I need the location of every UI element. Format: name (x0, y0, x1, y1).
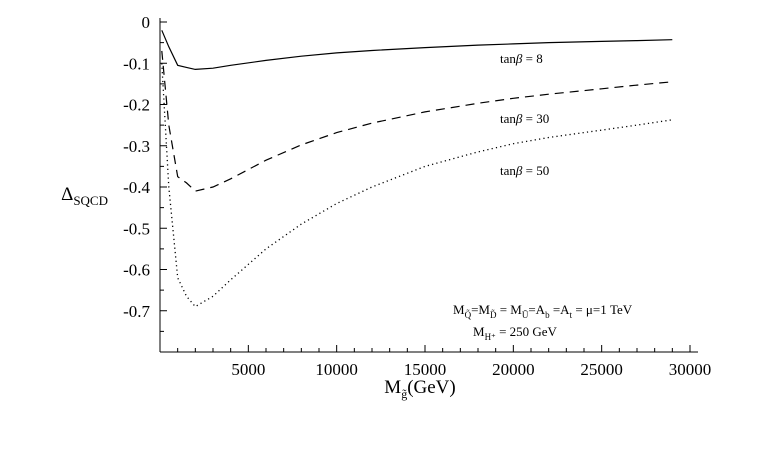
series-label: tanβ = 50 (500, 163, 549, 178)
ann-masses: MQ̃=MD̃ = MŨ=Ab =At = μ=1 TeV (453, 302, 633, 320)
x-tick-label: 5000 (231, 360, 265, 379)
x-tick-label: 10000 (315, 360, 358, 379)
series-labels: tanβ = 8 tanβ = 30 tanβ = 50 (500, 51, 549, 178)
y-tick-label: -0.1 (123, 54, 150, 73)
x-axis-ticks: 5000 10000 15000 20000 25000 30000 (177, 345, 712, 379)
y-tick-label: 0 (142, 13, 151, 32)
x-axis-label-sub: g̃ (401, 387, 407, 401)
x-tick-label: 20000 (492, 360, 535, 379)
y-tick-label: -0.3 (123, 137, 150, 156)
y-axis-label-main: Δ (61, 184, 73, 205)
series-group (161, 30, 673, 308)
series-line-dotted (161, 63, 673, 308)
series-line-dashed (161, 50, 673, 192)
y-tick-label: -0.7 (123, 302, 150, 321)
x-axis-label: Mg̃(GeV) (384, 377, 455, 401)
y-axis-label-sub: SQCD (73, 193, 108, 208)
annotations: MQ̃=MD̃ = MŨ=Ab =At = μ=1 TeV MH⁺ = 250 G… (453, 302, 633, 342)
series-label: tanβ = 8 (500, 51, 543, 66)
y-axis-label: ΔSQCD (61, 184, 108, 208)
y-tick-label: -0.5 (123, 219, 150, 238)
y-tick-label: -0.6 (123, 261, 150, 280)
ann-higgs: MH⁺ = 250 GeV (473, 324, 558, 342)
y-tick-label: -0.4 (123, 178, 150, 197)
series-line-solid (161, 30, 673, 71)
x-tick-label: 30000 (669, 360, 712, 379)
axes (159, 18, 698, 353)
x-tick-label: 15000 (404, 360, 447, 379)
x-axis-label-unit: (GeV) (407, 377, 456, 398)
y-axis-ticks: 0 -0.1 -0.2 -0.3 -0.4 -0.5 -0.6 -0.7 (123, 13, 167, 332)
series-label: tanβ = 30 (500, 111, 549, 126)
x-tick-label: 25000 (580, 360, 623, 379)
x-axis-label-main: M (384, 377, 401, 398)
y-tick-label: -0.2 (123, 96, 150, 115)
